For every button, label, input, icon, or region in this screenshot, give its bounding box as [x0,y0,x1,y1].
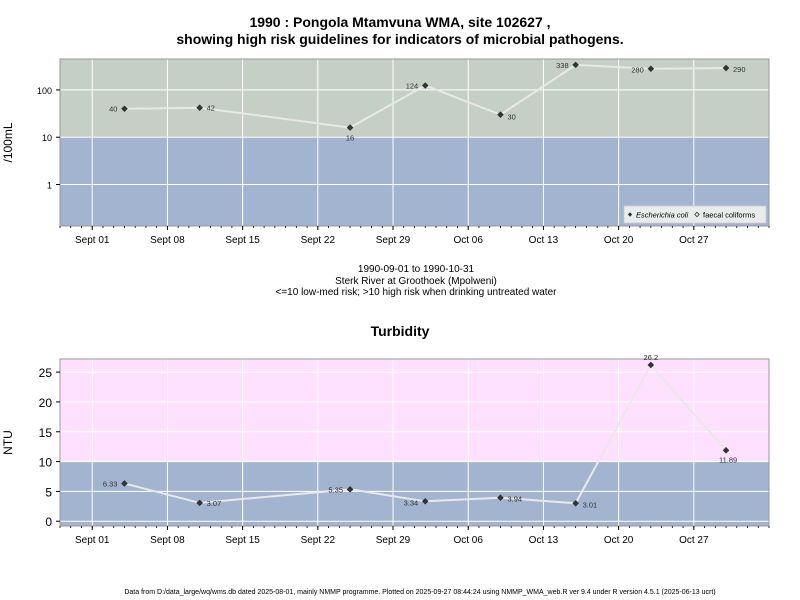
data-label: 40 [109,105,117,114]
x-tick-label: Oct 27 [679,535,709,546]
microbial-chart: Sept 01 Sept 08 Sept 15 Sept 22 Sept 29 Oct 0… [1,58,770,246]
y-axis-title: /100mL [1,122,15,162]
x-tick-label: Sept 01 [75,535,110,546]
data-label: 16 [346,134,354,143]
legend-label: Escherichia coli [636,211,688,220]
legend-marker-filled [627,212,633,217]
data-label: 3.01 [583,500,598,509]
data-label: 3.94 [507,495,522,504]
data-label: 3.34 [404,498,419,507]
data-label: 6.33 [103,479,118,488]
x-tick-label: Oct 13 [529,235,559,246]
y-tick-label: 15 [39,426,53,440]
x-tick-label: Oct 06 [453,235,483,246]
data-point [121,105,128,113]
x-tick-label: Oct 13 [529,535,559,546]
data-label: 280 [631,66,644,75]
x-tick-label: Oct 20 [604,235,634,246]
y-tick-label: 100 [37,86,52,96]
risk-band [60,359,769,462]
turbidity-title: Turbidity [370,323,430,339]
series-line [124,63,727,129]
x-tick-label: Sept 15 [225,235,260,246]
data-label: 42 [207,104,215,113]
data-label: 11.89 [719,455,737,464]
y-tick-label: 0 [45,515,52,529]
data-label: 26.2 [644,353,659,362]
legend: Escherichia coli faecal coliforms [623,205,767,224]
x-tick-label: Oct 20 [604,535,634,546]
location-label: Sterk River at Groothoek (Mpolweni) [335,276,497,287]
data-point [497,111,504,118]
data-point [196,499,203,507]
legend-marker-open [694,211,700,218]
data-label: 124 [406,81,419,90]
y-tick-label: 25 [39,366,53,380]
series-line [124,363,727,505]
x-tick-label: Sept 29 [376,535,411,546]
x-tick-label: Oct 27 [679,235,709,246]
data-point [722,64,730,72]
data-point [346,486,354,493]
risk-note: <=10 low-med risk; >10 high risk when dr… [275,287,557,298]
data-point [121,480,128,487]
data-label: 3.07 [207,499,222,508]
y-axis-title: NTU [1,430,15,455]
x-tick-label: Sept 08 [150,535,185,546]
x-tick-label: Sept 29 [376,235,411,246]
data-point [421,82,429,89]
data-point [421,498,429,505]
risk-band [60,461,769,526]
legend-label: faecal coliforms [703,211,755,220]
x-tick-label: Sept 15 [225,535,260,546]
data-label: 338 [556,61,569,70]
x-tick-label: Sept 08 [150,235,185,246]
y-tick-label: 5 [45,485,52,499]
data-point [572,499,579,507]
data-label: 30 [507,113,515,122]
y-tick-label: 1 [47,181,52,191]
y-tick-label: 10 [42,133,52,143]
x-tick-label: Sept 22 [301,235,336,246]
y-tick-label: 10 [39,456,53,470]
y-tick-label: 20 [39,396,53,410]
data-point [497,494,504,502]
data-point [346,124,354,131]
data-point [647,65,655,73]
chart-subtitle: showing high risk guidelines for indicat… [176,31,624,47]
data-point [196,104,203,112]
date-range: 1990-09-01 to 1990-10-31 [357,264,475,275]
data-point [722,447,730,454]
chart-title: 1990 : Pongola Mtamvuna WMA, site 102627… [249,14,551,30]
data-point [647,361,655,369]
data-point [572,61,579,69]
x-tick-label: Sept 22 [301,535,336,546]
footer-note: Data from D:/data_large/wq/wms.db dated … [124,589,716,596]
x-tick-label: Oct 06 [453,535,483,546]
data-label: 5.35 [328,485,343,494]
x-tick-label: Sept 01 [75,235,110,246]
data-label: 290 [733,65,746,74]
